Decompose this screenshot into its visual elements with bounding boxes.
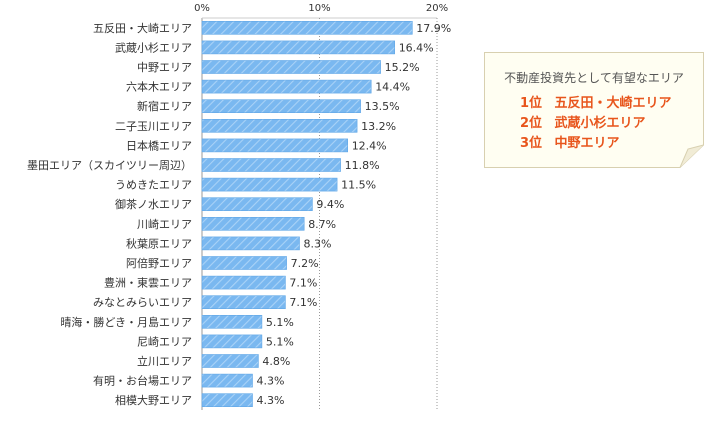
x-axis-ticks: 0% 10% 20% [194, 3, 448, 14]
bar [201, 334, 263, 349]
value-label: 4.8% [262, 355, 290, 368]
value-label: 15.2% [385, 61, 420, 74]
bar [201, 354, 259, 368]
category-label: 六本木エリア [126, 80, 192, 94]
category-label: 二子玉川エリア [115, 120, 192, 133]
grid [201, 17, 438, 410]
category-label: 尼崎エリア [137, 334, 192, 348]
bar [201, 20, 413, 35]
bar [201, 40, 395, 55]
bar [201, 138, 348, 153]
bar [201, 158, 341, 172]
rank-number: 1位 [520, 96, 543, 111]
x-tick-label: 10% [308, 3, 330, 14]
category-label: 中野エリア [137, 61, 192, 74]
value-label: 11.8% [345, 159, 380, 172]
category-label: 相模大野エリア [115, 393, 192, 407]
bar [201, 197, 313, 211]
bar [201, 295, 286, 310]
bar [201, 99, 361, 113]
category-labels: 五反田・大崎エリア武蔵小杉エリア中野エリア六本木エリア新宿エリア二子玉川エリア日… [27, 21, 192, 407]
bars [201, 20, 413, 408]
bar [201, 60, 381, 74]
rank-row-1: 1位 五反田・大崎エリア [520, 92, 672, 111]
value-label: 13.5% [365, 100, 400, 113]
category-label: 御茶ノ水エリア [115, 197, 192, 211]
category-label: みなとみらいエリア [93, 296, 192, 309]
value-label: 9.4% [316, 198, 344, 211]
value-label: 7.1% [289, 277, 317, 290]
bar [201, 236, 300, 251]
summary-callout: 不動産投資先として有望なエリア 1位 五反田・大崎エリア 2位 武蔵小杉エリア … [484, 52, 704, 168]
bar [201, 256, 287, 270]
bar [201, 393, 253, 408]
category-label: 晴海・勝どき・月島エリア [60, 315, 192, 329]
value-label: 5.1% [266, 316, 294, 329]
callout-frame [484, 52, 704, 168]
value-label: 5.1% [266, 335, 294, 348]
bar [201, 177, 338, 192]
rank-area-name: 五反田・大崎エリア [554, 96, 672, 111]
value-label: 7.2% [291, 257, 319, 270]
value-label: 8.7% [308, 218, 336, 231]
category-label: 阿倍野エリア [126, 256, 192, 270]
category-label: 日本橋エリア [126, 138, 192, 152]
value-label: 17.9% [416, 22, 451, 35]
bar [201, 275, 286, 290]
bar [201, 314, 263, 329]
category-label: 川崎エリア [137, 217, 192, 231]
value-label: 16.4% [399, 41, 434, 54]
category-label: 有明・お台場エリア [93, 374, 192, 388]
value-label: 14.4% [375, 81, 410, 94]
category-label: 新宿エリア [137, 99, 192, 113]
category-label: 豊洲・東雲エリア [104, 277, 192, 290]
rank-row-2: 2位 武蔵小杉エリア [520, 112, 646, 131]
rank-area-name: 中野エリア [554, 136, 620, 151]
category-label: うめきたエリア [115, 179, 192, 192]
rank-area-name: 武蔵小杉エリア [554, 116, 646, 131]
value-label: 7.1% [289, 296, 317, 309]
x-tick-label: 0% [194, 3, 210, 14]
bar [201, 79, 372, 94]
bar [201, 373, 253, 388]
category-label: 墨田エリア（スカイツリー周辺） [27, 159, 192, 172]
callout-title: 不動産投資先として有望なエリア [504, 71, 684, 85]
value-label: 13.2% [361, 120, 396, 133]
x-tick-label: 20% [426, 3, 448, 14]
value-label: 4.3% [257, 394, 285, 407]
value-label: 4.3% [257, 375, 285, 388]
value-label: 11.5% [341, 179, 376, 192]
category-label: 秋葉原エリア [126, 236, 192, 250]
rank-number: 2位 [520, 116, 543, 131]
bar [201, 217, 305, 231]
value-labels: 17.9% 16.4% 15.2% 14.4% 13.5% 13.2% 12.4% 11.8%… [257, 22, 452, 407]
rank-row-3: 3位 中野エリア [520, 132, 620, 151]
category-label: 武蔵小杉エリア [115, 40, 192, 54]
bar [201, 119, 358, 133]
category-label: 五反田・大崎エリア [93, 21, 192, 35]
rank-number: 3位 [520, 136, 543, 151]
value-label: 8.3% [304, 237, 332, 250]
category-label: 立川エリア [137, 354, 192, 368]
value-label: 12.4% [352, 139, 387, 152]
